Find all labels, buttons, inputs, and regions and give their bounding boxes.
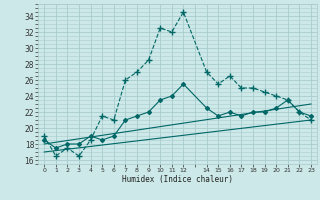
X-axis label: Humidex (Indice chaleur): Humidex (Indice chaleur) [122,175,233,184]
